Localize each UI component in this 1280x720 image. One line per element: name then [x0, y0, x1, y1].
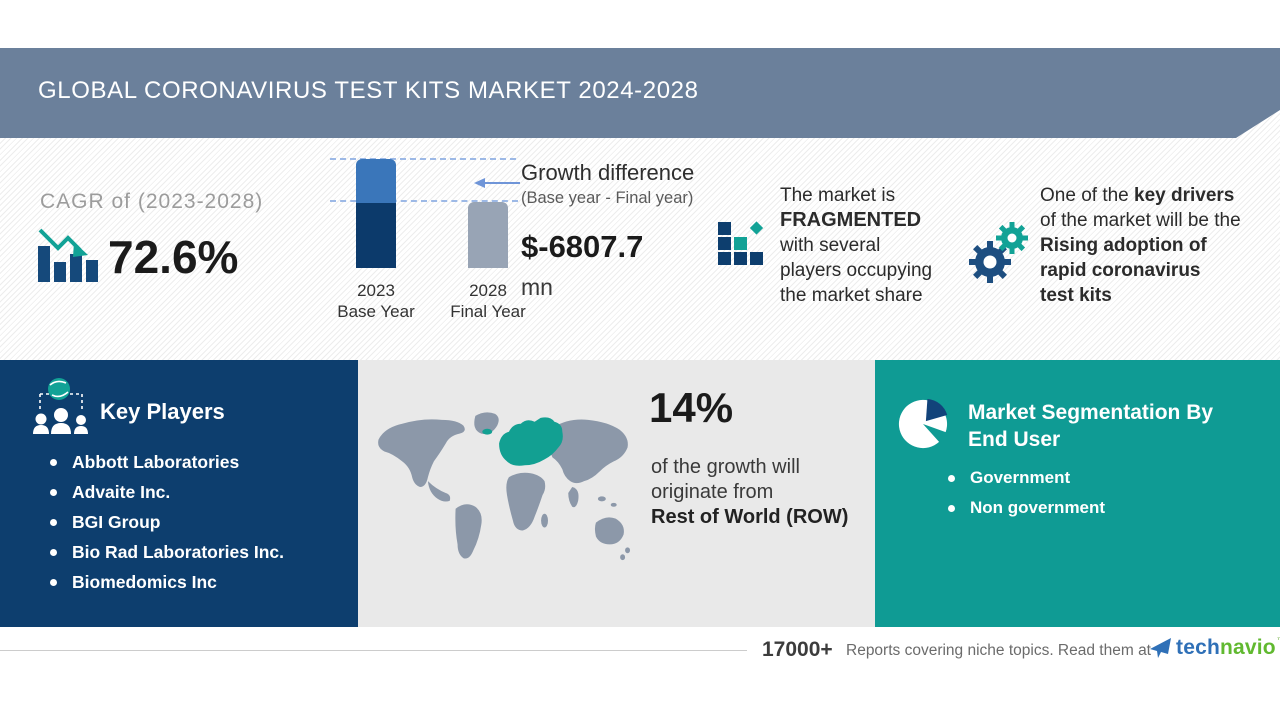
bullet-icon	[50, 548, 57, 556]
bar-2028-caption: Final Year	[450, 302, 526, 321]
bar-2028-label: 2028 Final Year	[438, 280, 538, 322]
bar-2028-year: 2028	[469, 281, 507, 300]
brand-word-tech: tech	[1176, 636, 1220, 659]
bar-2028	[468, 202, 508, 268]
segmentation-list: Government Non government	[948, 463, 1105, 523]
reports-count: 17000+	[762, 638, 833, 661]
growth-difference-title: Growth difference	[521, 160, 695, 185]
bar-2023	[356, 159, 396, 268]
list-item: Government	[948, 463, 1105, 493]
brand-word-navio: navio	[1219, 636, 1276, 659]
regional-growth-panel: 14% of the growth will originate from Re…	[358, 360, 875, 627]
segmentation-title: Market Segmentation By End User	[968, 401, 1214, 451]
brand-wordmark: technavio™	[1176, 636, 1280, 660]
list-item: Advaite Inc.	[50, 477, 284, 507]
key-driver-line1-regular: One of the	[1040, 185, 1135, 206]
declining-bar-chart-icon	[38, 226, 104, 287]
left-arrow-icon	[474, 176, 520, 194]
segmentation-panel: Market Segmentation By End User Governme…	[875, 360, 1280, 627]
list-item: Biomedomics Inc	[50, 567, 284, 597]
row-growth-percent: 14%	[649, 384, 734, 431]
fragmented-line4: players occupying	[780, 260, 933, 281]
guide-line-bottom	[330, 200, 518, 202]
key-driver-line1-bold: key drivers	[1134, 185, 1235, 206]
row-growth-line2: originate from	[651, 481, 774, 503]
key-player-name: BGI Group	[72, 511, 161, 532]
key-player-name: Bio Rad Laboratories Inc.	[72, 541, 284, 562]
key-driver-line5: test kits	[1040, 285, 1112, 306]
key-player-name: Advaite Inc.	[72, 481, 171, 502]
key-player-name: Abbott Laboratories	[72, 451, 240, 472]
footer-divider	[0, 650, 747, 651]
key-players-panel: Key Players Abbott Laboratories Advaite …	[0, 360, 358, 627]
list-item: Non government	[948, 493, 1105, 523]
row-growth-line1: of the growth will	[651, 456, 800, 478]
row-growth-region: Rest of World (ROW)	[651, 506, 849, 528]
page-title: GLOBAL CORONAVIRUS TEST KITS MARKET 2024…	[38, 77, 699, 104]
growth-difference-callout: Growth difference (Base year - Final yea…	[521, 160, 731, 301]
fragmented-statement: The market is FRAGMENTED with several pl…	[780, 183, 980, 308]
segment-name: Non government	[970, 498, 1106, 517]
footer-tagline: Reports covering niche topics. Read them…	[846, 642, 1151, 659]
fragmented-line1: The market is	[780, 185, 896, 206]
bullet-icon	[50, 488, 57, 496]
trademark-symbol: ™	[1277, 636, 1280, 645]
key-driver-line3: Rising adoption of	[1040, 235, 1207, 256]
key-driver-line1: One of the key drivers	[1040, 183, 1260, 208]
bullet-icon	[50, 458, 57, 466]
key-players-list: Abbott Laboratories Advaite Inc. BGI Gro…	[50, 447, 284, 597]
key-player-name: Biomedomics Inc	[72, 571, 217, 592]
bar-2023-year: 2023	[357, 281, 395, 300]
org-chart-globe-icon	[32, 376, 90, 441]
header-bar: GLOBAL CORONAVIRUS TEST KITS MARKET 2024…	[0, 48, 1280, 138]
growth-difference-value: $-6807.7	[521, 229, 644, 264]
fragmented-squares-icon	[718, 221, 764, 270]
row-growth-statement: of the growth will originate from Rest o…	[651, 455, 848, 530]
fragmented-line5: the market share	[780, 285, 923, 306]
fragmented-highlight: FRAGMENTED	[780, 209, 922, 231]
bar-2023-difference-segment	[356, 159, 396, 203]
gears-icon	[966, 216, 1030, 291]
world-map-europe-highlight	[372, 406, 640, 579]
bar-2023-caption: Base Year	[337, 302, 415, 321]
bullet-icon	[50, 578, 57, 586]
growth-difference-subtitle: (Base year - Final year)	[521, 189, 694, 207]
bullet-icon	[948, 504, 955, 512]
paper-plane-icon	[1150, 638, 1171, 658]
segment-name: Government	[970, 468, 1071, 487]
guide-line-top	[330, 158, 516, 160]
fragmented-line3: with several	[780, 235, 881, 256]
cagr-value: 72.6%	[108, 231, 239, 283]
key-driver-line2: of the market will be the	[1040, 210, 1241, 231]
list-item: Bio Rad Laboratories Inc.	[50, 537, 284, 567]
bar-2023-base-segment	[356, 203, 396, 268]
growth-difference-unit: mn	[521, 274, 553, 300]
pie-chart-icon	[897, 398, 949, 455]
technavio-logo: technavio™	[1148, 636, 1280, 660]
list-item: BGI Group	[50, 507, 284, 537]
cagr-label: CAGR of (2023-2028)	[40, 190, 264, 213]
bar-2023-label: 2023 Base Year	[326, 280, 426, 322]
list-item: Abbott Laboratories	[50, 447, 284, 477]
key-driver-line4: rapid coronavirus	[1040, 260, 1201, 281]
key-players-title: Key Players	[100, 399, 225, 424]
bullet-icon	[948, 474, 955, 482]
key-driver-statement: One of the key drivers of the market wil…	[1040, 183, 1260, 308]
bullet-icon	[50, 518, 57, 526]
